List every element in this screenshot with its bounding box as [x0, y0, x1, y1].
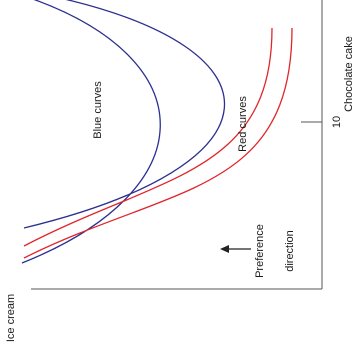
- red-curve-inner: [23, 27, 273, 247]
- preference-arrow-head: [220, 245, 229, 253]
- red-curves-label: Red curves: [237, 96, 249, 152]
- preference-label-line1: Preference: [254, 224, 266, 278]
- x-axis-title: Ice cream: [5, 294, 17, 342]
- blue-curves-label: Blue curves: [92, 81, 104, 139]
- y-axis-title: Chocolate cake: [343, 36, 355, 112]
- red-curve-outer: [23, 27, 293, 259]
- y-axis-tick-label: 10: [331, 116, 343, 128]
- blue-curve-outer: [23, 0, 226, 229]
- preference-label-line2: direction: [284, 230, 296, 272]
